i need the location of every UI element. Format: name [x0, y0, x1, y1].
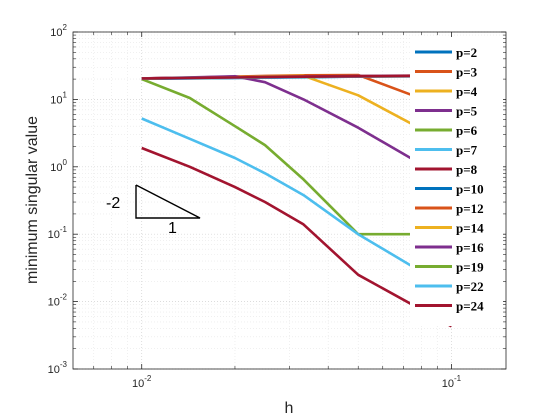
legend: p=2 p=3 p=4 p=5 p=6 p=7 p=8 p=10 p=12 p=14 p=16 p=1… — [415, 45, 484, 314]
legend-label: p=6 — [456, 123, 478, 138]
series-layer — [141, 73, 453, 328]
y-tick-label: 102 — [50, 23, 67, 39]
x-tick-labels: 10-2 10-1 — [132, 374, 462, 390]
x-tick-label: 10-2 — [132, 374, 152, 390]
legend-box — [410, 37, 503, 326]
slope-label: -2 — [106, 195, 120, 212]
legend-label: p=5 — [456, 104, 478, 119]
legend-label: p=10 — [456, 182, 484, 197]
legend-label: p=7 — [456, 143, 478, 158]
legend-label: p=8 — [456, 162, 478, 177]
run-label: 1 — [168, 220, 177, 237]
series-line-p-8 — [141, 146, 453, 328]
x-tick-label: 10-1 — [442, 374, 462, 390]
legend-label: p=12 — [456, 201, 484, 216]
ticks — [73, 31, 506, 370]
legend-label: p=16 — [456, 240, 484, 255]
y-tick-label: 101 — [50, 90, 67, 106]
series-line-p-24 — [141, 74, 452, 80]
slope-triangle-shape — [135, 184, 201, 219]
y-axis-title: minimum singular value — [24, 116, 41, 284]
legend-label: p=2 — [456, 45, 477, 60]
x-axis-title: h — [285, 400, 294, 417]
legend-label: p=14 — [456, 221, 484, 236]
series-line-p-7 — [141, 117, 453, 291]
y-tick-label: 10-2 — [48, 293, 68, 309]
legend-label: p=3 — [456, 65, 478, 80]
legend-label: p=19 — [456, 260, 484, 275]
y-tick-label: 10-1 — [48, 225, 68, 241]
y-tick-label: 100 — [50, 158, 67, 174]
slope-triangle: -2 1 — [106, 184, 201, 237]
y-tick-labels: 10-3 10-2 10-1 100 101 102 — [48, 23, 68, 376]
legend-label: p=4 — [456, 84, 478, 99]
y-tick-label: 10-3 — [48, 360, 68, 376]
legend-label: p=24 — [456, 299, 484, 314]
legend-label: p=22 — [456, 279, 484, 294]
